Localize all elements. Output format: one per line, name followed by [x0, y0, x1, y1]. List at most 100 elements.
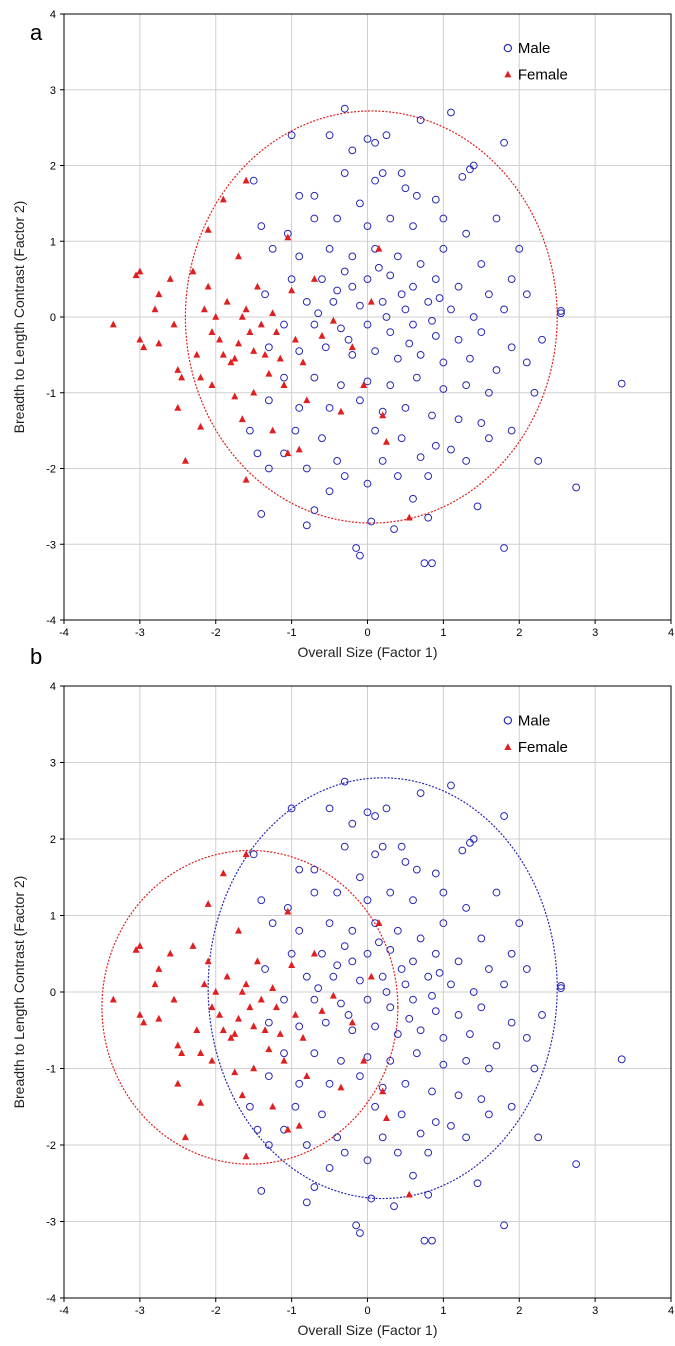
female-point — [178, 1049, 186, 1056]
male-point — [416, 260, 425, 268]
panel-label: b — [30, 644, 42, 669]
male-point — [325, 1079, 334, 1088]
female-point — [242, 850, 250, 858]
male-point — [477, 1003, 486, 1012]
male-point — [477, 419, 486, 427]
female-point — [212, 988, 220, 995]
male-point — [310, 320, 319, 329]
female-point — [405, 1190, 413, 1198]
male-point — [356, 1229, 364, 1237]
x-tick-label: 3 — [592, 1305, 598, 1317]
male-point — [340, 777, 349, 786]
male-point — [428, 1236, 436, 1245]
female-point — [235, 926, 243, 934]
male-point — [287, 804, 296, 813]
male-point — [393, 472, 402, 480]
female-point — [208, 1056, 216, 1064]
male-point — [515, 244, 524, 253]
male-point — [409, 320, 417, 329]
male-point — [416, 1129, 425, 1138]
male-point — [485, 1064, 493, 1073]
male-point — [295, 191, 304, 200]
male-point — [469, 988, 478, 996]
female-point — [132, 271, 140, 279]
male-point — [378, 297, 387, 306]
x-tick-label: 3 — [592, 627, 598, 639]
female-point — [337, 1083, 345, 1091]
male-point — [462, 1133, 471, 1142]
male-point — [386, 1056, 395, 1065]
male-point — [390, 1202, 398, 1211]
male-point — [363, 320, 372, 329]
male-point — [257, 222, 266, 231]
female-point — [367, 297, 375, 305]
male-point — [416, 350, 425, 359]
male-point — [367, 1194, 376, 1203]
male-point — [325, 487, 334, 496]
female-point — [166, 275, 174, 282]
female-point — [295, 1121, 303, 1129]
confidence-ellipse-female — [101, 849, 399, 1165]
female-point — [379, 1087, 387, 1095]
male-point — [295, 926, 304, 935]
female-point — [227, 1033, 235, 1041]
male-point — [485, 965, 493, 973]
male-point — [424, 513, 433, 522]
female-point — [242, 176, 250, 184]
male-point — [321, 1018, 330, 1027]
female-point — [155, 290, 163, 298]
male-point — [291, 426, 300, 435]
y-tick-label: 3 — [50, 85, 56, 97]
male-point — [386, 381, 395, 390]
female-point — [178, 373, 186, 381]
female-point — [197, 1098, 205, 1106]
male-point — [454, 1011, 463, 1019]
male-point — [431, 195, 440, 204]
male-point — [363, 808, 372, 817]
male-point — [469, 313, 478, 321]
male-point — [431, 441, 440, 450]
female-point — [155, 1014, 163, 1022]
male-point — [245, 1102, 254, 1111]
male-point — [409, 282, 417, 291]
male-point — [466, 838, 474, 847]
y-tick-label: 1 — [50, 911, 56, 923]
male-point — [264, 1072, 273, 1081]
female-point — [375, 919, 383, 926]
male-point — [431, 332, 440, 340]
female-point — [238, 415, 246, 423]
female-point — [151, 305, 159, 313]
male-point — [538, 335, 546, 344]
male-point — [337, 999, 345, 1008]
male-point — [325, 1164, 334, 1172]
x-tick-label: -2 — [211, 627, 221, 639]
male-point — [409, 222, 417, 231]
male-point — [378, 972, 387, 981]
male-point — [295, 252, 304, 261]
male-point — [325, 919, 334, 928]
male-point — [477, 328, 486, 337]
y-tick-label: -2 — [46, 464, 56, 476]
male-point — [356, 1072, 364, 1081]
y-tick-label: 2 — [50, 161, 56, 173]
panel-a: -4 -3 -2 -1 0 1 2 3 4 -4 -3 -2 -1 0 1 2 3 4 Overall Size (… — [11, 9, 674, 660]
male-point — [257, 896, 266, 905]
female-point — [170, 320, 178, 328]
male-point — [371, 138, 379, 147]
male-point — [477, 934, 486, 943]
female-point — [219, 1026, 227, 1034]
male-point — [431, 869, 440, 878]
male-point — [337, 381, 345, 390]
male-point — [257, 510, 266, 518]
female-point — [303, 1072, 311, 1079]
male-point — [500, 980, 508, 989]
male-point — [393, 252, 402, 261]
male-point — [340, 267, 349, 276]
male-point — [507, 275, 516, 284]
female-point — [382, 1114, 390, 1122]
male-point — [310, 214, 319, 223]
male-point — [257, 1187, 266, 1195]
male-point — [318, 1110, 326, 1119]
legend-male-marker — [503, 43, 513, 53]
male-point — [363, 275, 372, 284]
